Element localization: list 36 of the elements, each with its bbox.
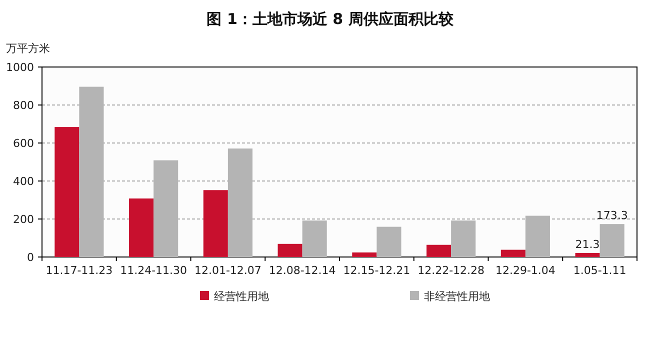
x-tick-label: 11.17-11.23 bbox=[46, 264, 113, 277]
bar bbox=[500, 250, 526, 257]
x-tick-label: 11.24-11.30 bbox=[120, 264, 188, 277]
bar bbox=[278, 244, 302, 257]
legend-label: 经营性用地 bbox=[214, 290, 269, 303]
x-tick-label: 1.05-1.11 bbox=[573, 264, 626, 277]
bar bbox=[575, 252, 600, 257]
bar bbox=[600, 224, 624, 257]
data-label: 21.3 bbox=[575, 238, 600, 251]
y-tick-label: 800 bbox=[13, 99, 34, 112]
x-tick-label: 12.22-12.28 bbox=[418, 264, 485, 277]
data-label: 173.3 bbox=[596, 209, 628, 222]
bar bbox=[54, 127, 80, 257]
x-tick-label: 12.08-12.14 bbox=[268, 264, 336, 277]
y-axis-title: 万平方米 bbox=[6, 42, 50, 55]
bar bbox=[426, 244, 452, 257]
bar bbox=[228, 148, 252, 257]
chart-title: 图 1：土地市场近 8 周供应面积比较 bbox=[206, 10, 454, 28]
bar bbox=[352, 252, 377, 257]
bar bbox=[79, 86, 104, 257]
y-tick-label: 400 bbox=[13, 175, 34, 188]
bar bbox=[203, 190, 228, 257]
x-tick-label: 12.01-12.07 bbox=[194, 264, 262, 277]
bar bbox=[376, 226, 402, 257]
bar bbox=[129, 198, 154, 257]
y-tick-label: 600 bbox=[13, 137, 34, 150]
legend-label: 非经营性用地 bbox=[424, 290, 490, 303]
y-tick-label: 200 bbox=[13, 213, 34, 226]
bar bbox=[451, 220, 476, 257]
bar bbox=[525, 216, 550, 257]
bar bbox=[302, 220, 327, 257]
x-tick-label: 12.15-12.21 bbox=[343, 264, 410, 277]
bar bbox=[154, 160, 178, 257]
x-tick-label: 12.29-1.04 bbox=[495, 264, 556, 277]
y-tick-label: 1000 bbox=[6, 61, 34, 74]
y-tick-label: 0 bbox=[27, 251, 34, 264]
